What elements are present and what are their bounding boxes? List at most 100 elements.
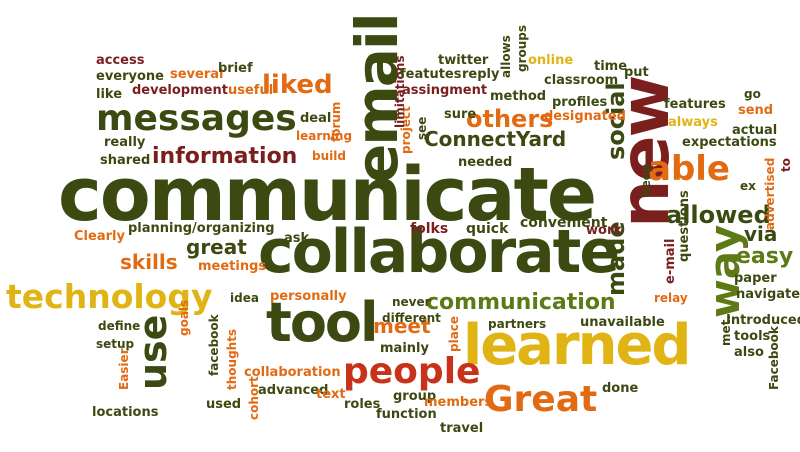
cloud-word: Introduced bbox=[726, 313, 800, 328]
cloud-word: communication bbox=[426, 290, 616, 315]
cloud-word: several bbox=[170, 67, 224, 82]
cloud-word: navigate bbox=[736, 287, 800, 302]
cloud-word: put bbox=[624, 65, 649, 80]
cloud-word: roles bbox=[344, 397, 381, 412]
cloud-word: quick bbox=[466, 221, 509, 237]
cloud-word: like bbox=[96, 87, 123, 102]
cloud-word: assingment bbox=[402, 83, 488, 98]
cloud-word: classroom bbox=[544, 73, 619, 88]
cloud-word: information bbox=[152, 144, 298, 169]
cloud-word: never bbox=[392, 295, 431, 309]
cloud-word: used bbox=[206, 397, 242, 412]
cloud-word: brief bbox=[218, 61, 253, 76]
cloud-word: keep bbox=[639, 163, 653, 196]
cloud-word: always bbox=[668, 115, 718, 130]
cloud-word: Facebook bbox=[767, 326, 781, 390]
cloud-word: profiles bbox=[552, 95, 608, 110]
cloud-word: meet bbox=[373, 314, 431, 338]
cloud-word: setup bbox=[96, 337, 135, 351]
cloud-word: meetings bbox=[198, 259, 267, 274]
cloud-word: Clearly bbox=[74, 229, 125, 244]
cloud-word: others bbox=[466, 105, 554, 133]
cloud-word: send bbox=[738, 103, 774, 118]
cloud-word: allowed bbox=[666, 201, 771, 229]
cloud-word: work bbox=[586, 223, 622, 238]
cloud-word: text bbox=[316, 387, 346, 402]
cloud-word: useful bbox=[228, 83, 274, 98]
cloud-word: planning/organizing bbox=[128, 221, 275, 236]
cloud-word: shared bbox=[100, 153, 151, 168]
cloud-word: questions bbox=[677, 190, 692, 262]
cloud-word: locations bbox=[92, 405, 159, 420]
cloud-word: ConnectYard bbox=[424, 127, 567, 151]
cloud-word: liked bbox=[262, 70, 333, 100]
cloud-word: personally bbox=[270, 289, 347, 304]
cloud-word: collaborate bbox=[258, 217, 620, 287]
cloud-word: e-mail bbox=[663, 238, 678, 284]
cloud-word: group bbox=[393, 389, 437, 404]
cloud-word: ask bbox=[284, 231, 310, 246]
cloud-word: facebook bbox=[207, 314, 221, 376]
cloud-word: convenient bbox=[520, 215, 608, 231]
cloud-word: build bbox=[312, 149, 346, 163]
cloud-word: method bbox=[490, 89, 547, 104]
cloud-word: development bbox=[132, 83, 228, 98]
cloud-word: different bbox=[382, 311, 441, 325]
cloud-word: done bbox=[602, 381, 639, 396]
cloud-word: messages bbox=[96, 98, 297, 139]
cloud-word: define bbox=[98, 319, 141, 333]
cloud-word: technology bbox=[6, 277, 213, 316]
cloud-word: go bbox=[744, 87, 761, 101]
cloud-word: folks bbox=[410, 221, 449, 237]
cloud-word: see bbox=[415, 116, 429, 140]
cloud-word: needed bbox=[458, 155, 513, 170]
cloud-word: people bbox=[343, 351, 481, 392]
cloud-word: collaboration bbox=[244, 365, 341, 380]
cloud-word: learning bbox=[296, 129, 353, 143]
cloud-word: met. bbox=[719, 315, 733, 346]
cloud-word: members bbox=[424, 395, 493, 410]
cloud-word: function bbox=[376, 407, 437, 422]
cloud-word: paper bbox=[734, 271, 777, 286]
cloud-word: to bbox=[779, 158, 793, 172]
cloud-word: twitter bbox=[438, 53, 489, 68]
cloud-word: mainly bbox=[380, 341, 429, 356]
cloud-word: reply bbox=[462, 67, 500, 82]
cloud-word: Easier bbox=[117, 348, 131, 390]
cloud-word: unavailable bbox=[580, 315, 665, 330]
cloud-word: skills bbox=[120, 250, 178, 274]
cloud-word: advanced bbox=[258, 383, 329, 398]
cloud-word: tool bbox=[266, 291, 379, 354]
cloud-word: idea bbox=[230, 291, 259, 305]
cloud-word: also bbox=[734, 345, 764, 360]
cloud-word: thoughts bbox=[225, 328, 239, 390]
cloud-word: groups bbox=[515, 24, 529, 72]
cloud-word: learned bbox=[463, 313, 692, 378]
cloud-word: advertised bbox=[763, 157, 777, 230]
cloud-word: travel bbox=[440, 421, 484, 436]
cloud-word: designated bbox=[544, 109, 626, 124]
cloud-word: tools bbox=[734, 329, 771, 344]
cloud-word: online bbox=[528, 53, 574, 68]
cloud-word: relay bbox=[654, 291, 688, 305]
cloud-word: deal bbox=[300, 111, 332, 126]
cloud-word: ex bbox=[740, 179, 756, 193]
cloud-word: sure bbox=[444, 107, 477, 122]
cloud-word: via bbox=[744, 222, 778, 246]
cloud-word: goals bbox=[177, 299, 191, 336]
cloud-word: access bbox=[96, 53, 145, 68]
cloud-word: able bbox=[648, 149, 730, 189]
cloud-word: place bbox=[447, 315, 461, 352]
cloud-word: partners bbox=[488, 317, 547, 331]
cloud-word: really bbox=[104, 135, 146, 150]
cloud-word: featutes bbox=[400, 67, 462, 82]
cloud-word: easy bbox=[736, 244, 794, 269]
cloud-word: communicate bbox=[58, 152, 597, 238]
cloud-word: great bbox=[186, 235, 247, 259]
cloud-word: features bbox=[664, 97, 726, 112]
cloud-word: actual bbox=[732, 123, 778, 138]
cloud-word: allows bbox=[499, 35, 513, 78]
cloud-word: everyone bbox=[96, 69, 164, 84]
cloud-word: expectations bbox=[682, 135, 777, 150]
